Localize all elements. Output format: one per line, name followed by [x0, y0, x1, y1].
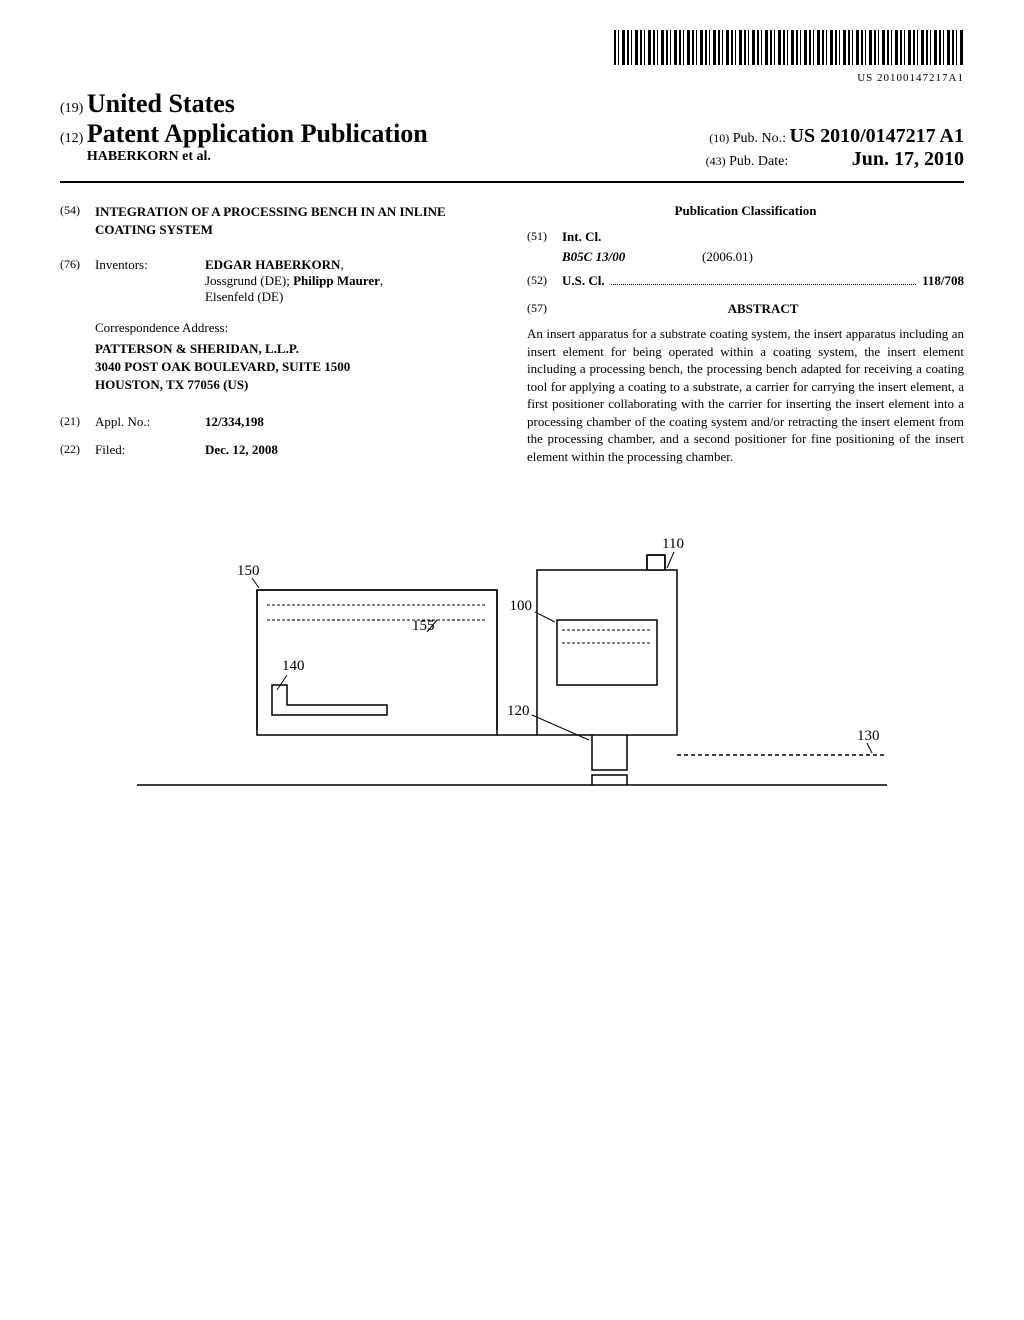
fig-label-140: 140 [282, 658, 305, 674]
fig-label-110: 110 [662, 536, 684, 552]
correspondence-line2: 3040 POST OAK BOULEVARD, SUITE 1500 [95, 358, 497, 376]
header-divider [60, 181, 964, 183]
title-text: INTEGRATION OF A PROCESSING BENCH IN AN … [95, 203, 497, 239]
inventors-label: Inventors: [95, 257, 205, 305]
pub-date-value: Jun. 17, 2010 [852, 148, 964, 170]
int-cl-year: (2006.01) [702, 249, 753, 265]
int-cl-label: Int. Cl. [562, 229, 601, 245]
abstract-text: An insert apparatus for a substrate coat… [527, 325, 964, 465]
correspondence-line3: HOUSTON, TX 77056 (US) [95, 376, 497, 394]
abstract-header: ABSTRACT [562, 301, 964, 317]
us-cl-dots [611, 273, 916, 285]
inventor-1-loc: Jossgrund (DE); [205, 273, 290, 288]
pub-type-num: (12) [60, 131, 83, 146]
us-cl-label: U.S. Cl. [562, 273, 605, 289]
barcode [614, 30, 964, 65]
pub-no-num: (10) [709, 131, 729, 145]
filed-value: Dec. 12, 2008 [205, 442, 278, 457]
fig-label-130: 130 [857, 728, 880, 744]
us-cl-num: (52) [527, 273, 562, 289]
abstract-num: (57) [527, 301, 562, 325]
fig-label-150: 150 [237, 563, 260, 579]
fig-label-155: 155 [412, 618, 435, 634]
correspondence-line1: PATTERSON & SHERIDAN, L.L.P. [95, 340, 497, 358]
fig-label-120: 120 [507, 703, 530, 719]
barcode-number: US 20100147217A1 [60, 72, 964, 84]
inventor-2-loc: Elsenfeld (DE) [205, 289, 283, 304]
patent-figure: 110 150 100 155 140 120 130 [137, 530, 887, 810]
pub-no-label: Pub. No.: [733, 131, 786, 146]
inventor-2-name: Philipp Maurer [293, 273, 380, 288]
filed-label: Filed: [95, 442, 205, 458]
fig-label-100: 100 [510, 598, 533, 614]
appl-no-num: (21) [60, 414, 95, 430]
pub-no-value: US 2010/0147217 A1 [790, 125, 964, 147]
pub-type: Patent Application Publication [87, 119, 428, 148]
filed-num: (22) [60, 442, 95, 458]
country-num: (19) [60, 101, 83, 116]
title-num: (54) [60, 203, 95, 239]
authors: HABERKORN et al. [87, 149, 211, 164]
correspondence-label: Correspondence Address: [95, 319, 497, 337]
inventor-1-name: EDGAR HABERKORN [205, 257, 340, 272]
appl-no-label: Appl. No.: [95, 414, 205, 430]
country: United States [87, 89, 235, 118]
pub-class-header: Publication Classification [527, 203, 964, 219]
inventors-num: (76) [60, 257, 95, 305]
pub-date-num: (43) [706, 154, 726, 168]
int-cl-num: (51) [527, 229, 562, 245]
int-cl-code: B05C 13/00 [562, 249, 702, 265]
appl-no-value: 12/334,198 [205, 414, 264, 429]
us-cl-value: 118/708 [922, 273, 964, 289]
pub-date-label: Pub. Date: [729, 154, 788, 169]
